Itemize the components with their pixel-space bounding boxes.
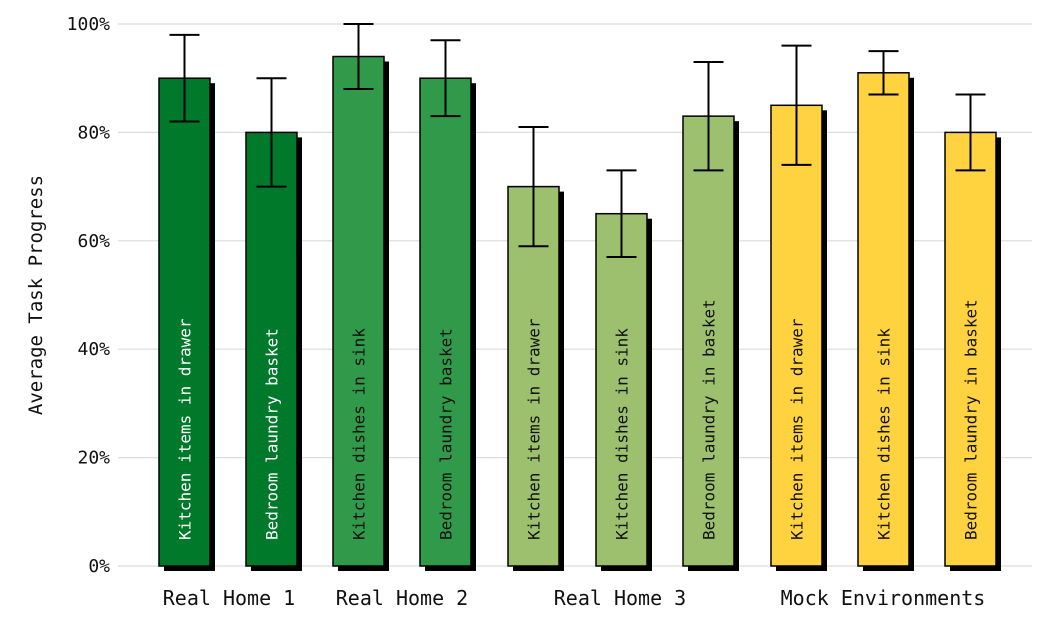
x-group-label: Real Home 3 [554,586,686,610]
bar-label: Kitchen items in drawer [788,318,807,540]
bar [595,212,648,567]
x-group-label: Real Home 1 [163,586,295,610]
bar-label: Kitchen items in drawer [525,318,544,540]
error-bar [693,60,724,172]
y-axis-ticks: 0% 20% 40% 60% 80% 100% [67,14,111,577]
y-tick-label: 20% [77,448,110,469]
error-bar [169,33,200,123]
group-labels: Real Home 1 Real Home 2 Real Home 3 Mock En… [163,586,986,610]
bar-label: Kitchen items in drawer [176,318,195,540]
x-group-label: Mock Environments [781,586,986,610]
bar-group-item: Kitchen items in drawer [507,125,564,571]
bar-group-item: Kitchen items in drawer [158,33,215,571]
bar [419,77,472,567]
error-bar [606,169,637,259]
bar [507,185,560,567]
bar-group-item: Bedroom laundry in basket [944,93,1001,571]
bar-group-item: Kitchen dishes in sink [332,23,389,572]
y-axis-label: Average Task Progress [25,175,47,415]
bar-group-item: Bedroom laundry basket [419,39,476,571]
error-bar [868,50,899,96]
bar [944,131,997,567]
bar [770,104,823,567]
error-bar [955,93,986,172]
bar-group-item: Kitchen dishes in sink [857,50,914,571]
bar-label: Bedroom laundry in basket [962,299,981,540]
error-bar [781,44,812,166]
bar-label: Kitchen dishes in sink [875,328,894,540]
y-tick-label: 60% [77,231,110,252]
error-bar [518,125,549,248]
bar-label: Bedroom laundry in basket [700,299,719,540]
bar-label: Kitchen dishes in sink [350,328,369,540]
error-bar [256,77,287,188]
bar [682,115,735,567]
bar-group-item: Bedroom laundry in basket [682,60,739,571]
error-bar [343,23,374,91]
bar-group-item: Kitchen items in drawer [770,44,827,572]
bar [857,72,910,567]
bar-label: Bedroom laundry basket [437,328,456,540]
bar-label: Bedroom laundry basket [263,328,282,540]
y-tick-label: 40% [77,339,110,360]
y-tick-label: 0% [88,556,110,577]
bar-group-item: Kitchen dishes in sink [595,169,652,571]
bar [158,77,211,567]
y-tick-label: 100% [67,14,111,35]
bars: Kitchen items in drawer Bedroom laundry b… [158,23,1001,572]
bar-group-item: Bedroom laundry basket [245,77,302,571]
y-tick-label: 80% [77,122,110,143]
x-group-label: Real Home 2 [336,586,468,610]
bar [245,131,298,567]
bar-label: Kitchen dishes in sink [613,328,632,540]
error-bar [430,39,461,118]
